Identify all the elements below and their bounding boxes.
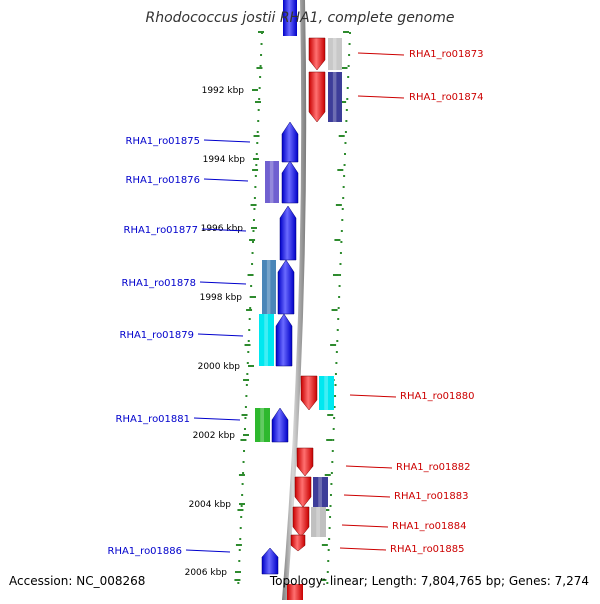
ruler-label: 1994 kbp [203,155,246,165]
gene-label: RHA1_ro01881 [116,414,191,425]
ruler-label: 1998 kbp [200,293,243,303]
gene-arrow [308,37,326,71]
gene-label-line [349,394,397,398]
genome-summary-text: Topology: linear; Length: 7,804,765 bp; … [269,574,589,588]
gene-arrow [277,259,295,315]
gene-label: RHA1_ro01875 [126,136,201,147]
gene-arrow [261,547,279,575]
cog-box [328,38,342,70]
gene-arrow [271,407,289,443]
gene-label: RHA1_ro01876 [126,175,201,186]
gene-label: RHA1_ro01874 [409,92,484,103]
ruler-label: 2000 kbp [198,362,241,372]
gene-label-line [345,465,393,469]
gene-arrow-partial [287,584,303,600]
cog-box-shine [324,376,328,410]
cog-box [262,260,276,314]
cog-box-shine [318,477,322,507]
gene-label-line [199,281,247,285]
cog-box [319,376,334,410]
accession-text: Accession: NC_008268 [9,574,146,588]
ruler-label: 2002 kbp [193,431,236,441]
cog-box [259,314,274,366]
gene-label: RHA1_ro01886 [108,546,183,557]
gene-label-line [343,494,391,498]
gene-label: RHA1_ro01880 [400,391,475,402]
gene-label: RHA1_ro01884 [392,521,467,532]
cog-box [313,477,328,507]
cog-box [255,408,270,442]
gene-label-line [357,95,405,99]
cog-box-shine [316,507,320,537]
gene-arrow [294,476,312,508]
gene-label-line [357,52,405,56]
gene-arrow [296,447,314,477]
gene-label-line [341,524,389,528]
cog-box [328,72,342,122]
gene-label-line [201,228,247,232]
genome-backbone [282,0,307,600]
gene-label: RHA1_ro01885 [390,544,465,555]
gene-label: RHA1_ro01873 [409,49,484,60]
gene-label-line [203,178,249,182]
cog-box-shine [269,161,274,203]
gene-arrow [300,375,318,411]
gene-label-line [193,417,241,421]
cog-box [311,507,326,537]
cog-box-shine [266,260,271,314]
ruler-label: 2006 kbp [185,568,228,578]
gene-arrow-partial [283,0,297,36]
gene-label: RHA1_ro01878 [122,278,197,289]
cog-box-shine [332,72,337,122]
gene-label-line [339,547,387,551]
gene-arrow [290,534,306,552]
gene-label-line [203,139,251,143]
gene-label: RHA1_ro01877 [124,225,199,236]
map-title: Rhodococcus jostii RHA1, complete genome [145,10,455,26]
gene-label: RHA1_ro01883 [394,491,469,502]
gene-arrow [308,71,326,123]
gene-label: RHA1_ro01882 [396,462,471,473]
cog-box [265,161,279,203]
cog-box-shine [264,314,268,366]
ruler-label: 2004 kbp [189,500,232,510]
gene-arrow [275,313,293,367]
gene-label: RHA1_ro01879 [120,330,195,341]
gene-arrow [292,506,310,538]
gene-label-line [197,333,244,337]
gene-label-line [185,549,231,553]
gene-arrow [281,160,299,204]
gene-arrow [281,121,299,163]
ruler-label: 1992 kbp [202,86,245,96]
gene-arrow [279,205,297,261]
ruler-label: 1996 kbp [201,224,244,234]
cog-box-shine [260,408,264,442]
cog-box-shine [332,38,337,70]
